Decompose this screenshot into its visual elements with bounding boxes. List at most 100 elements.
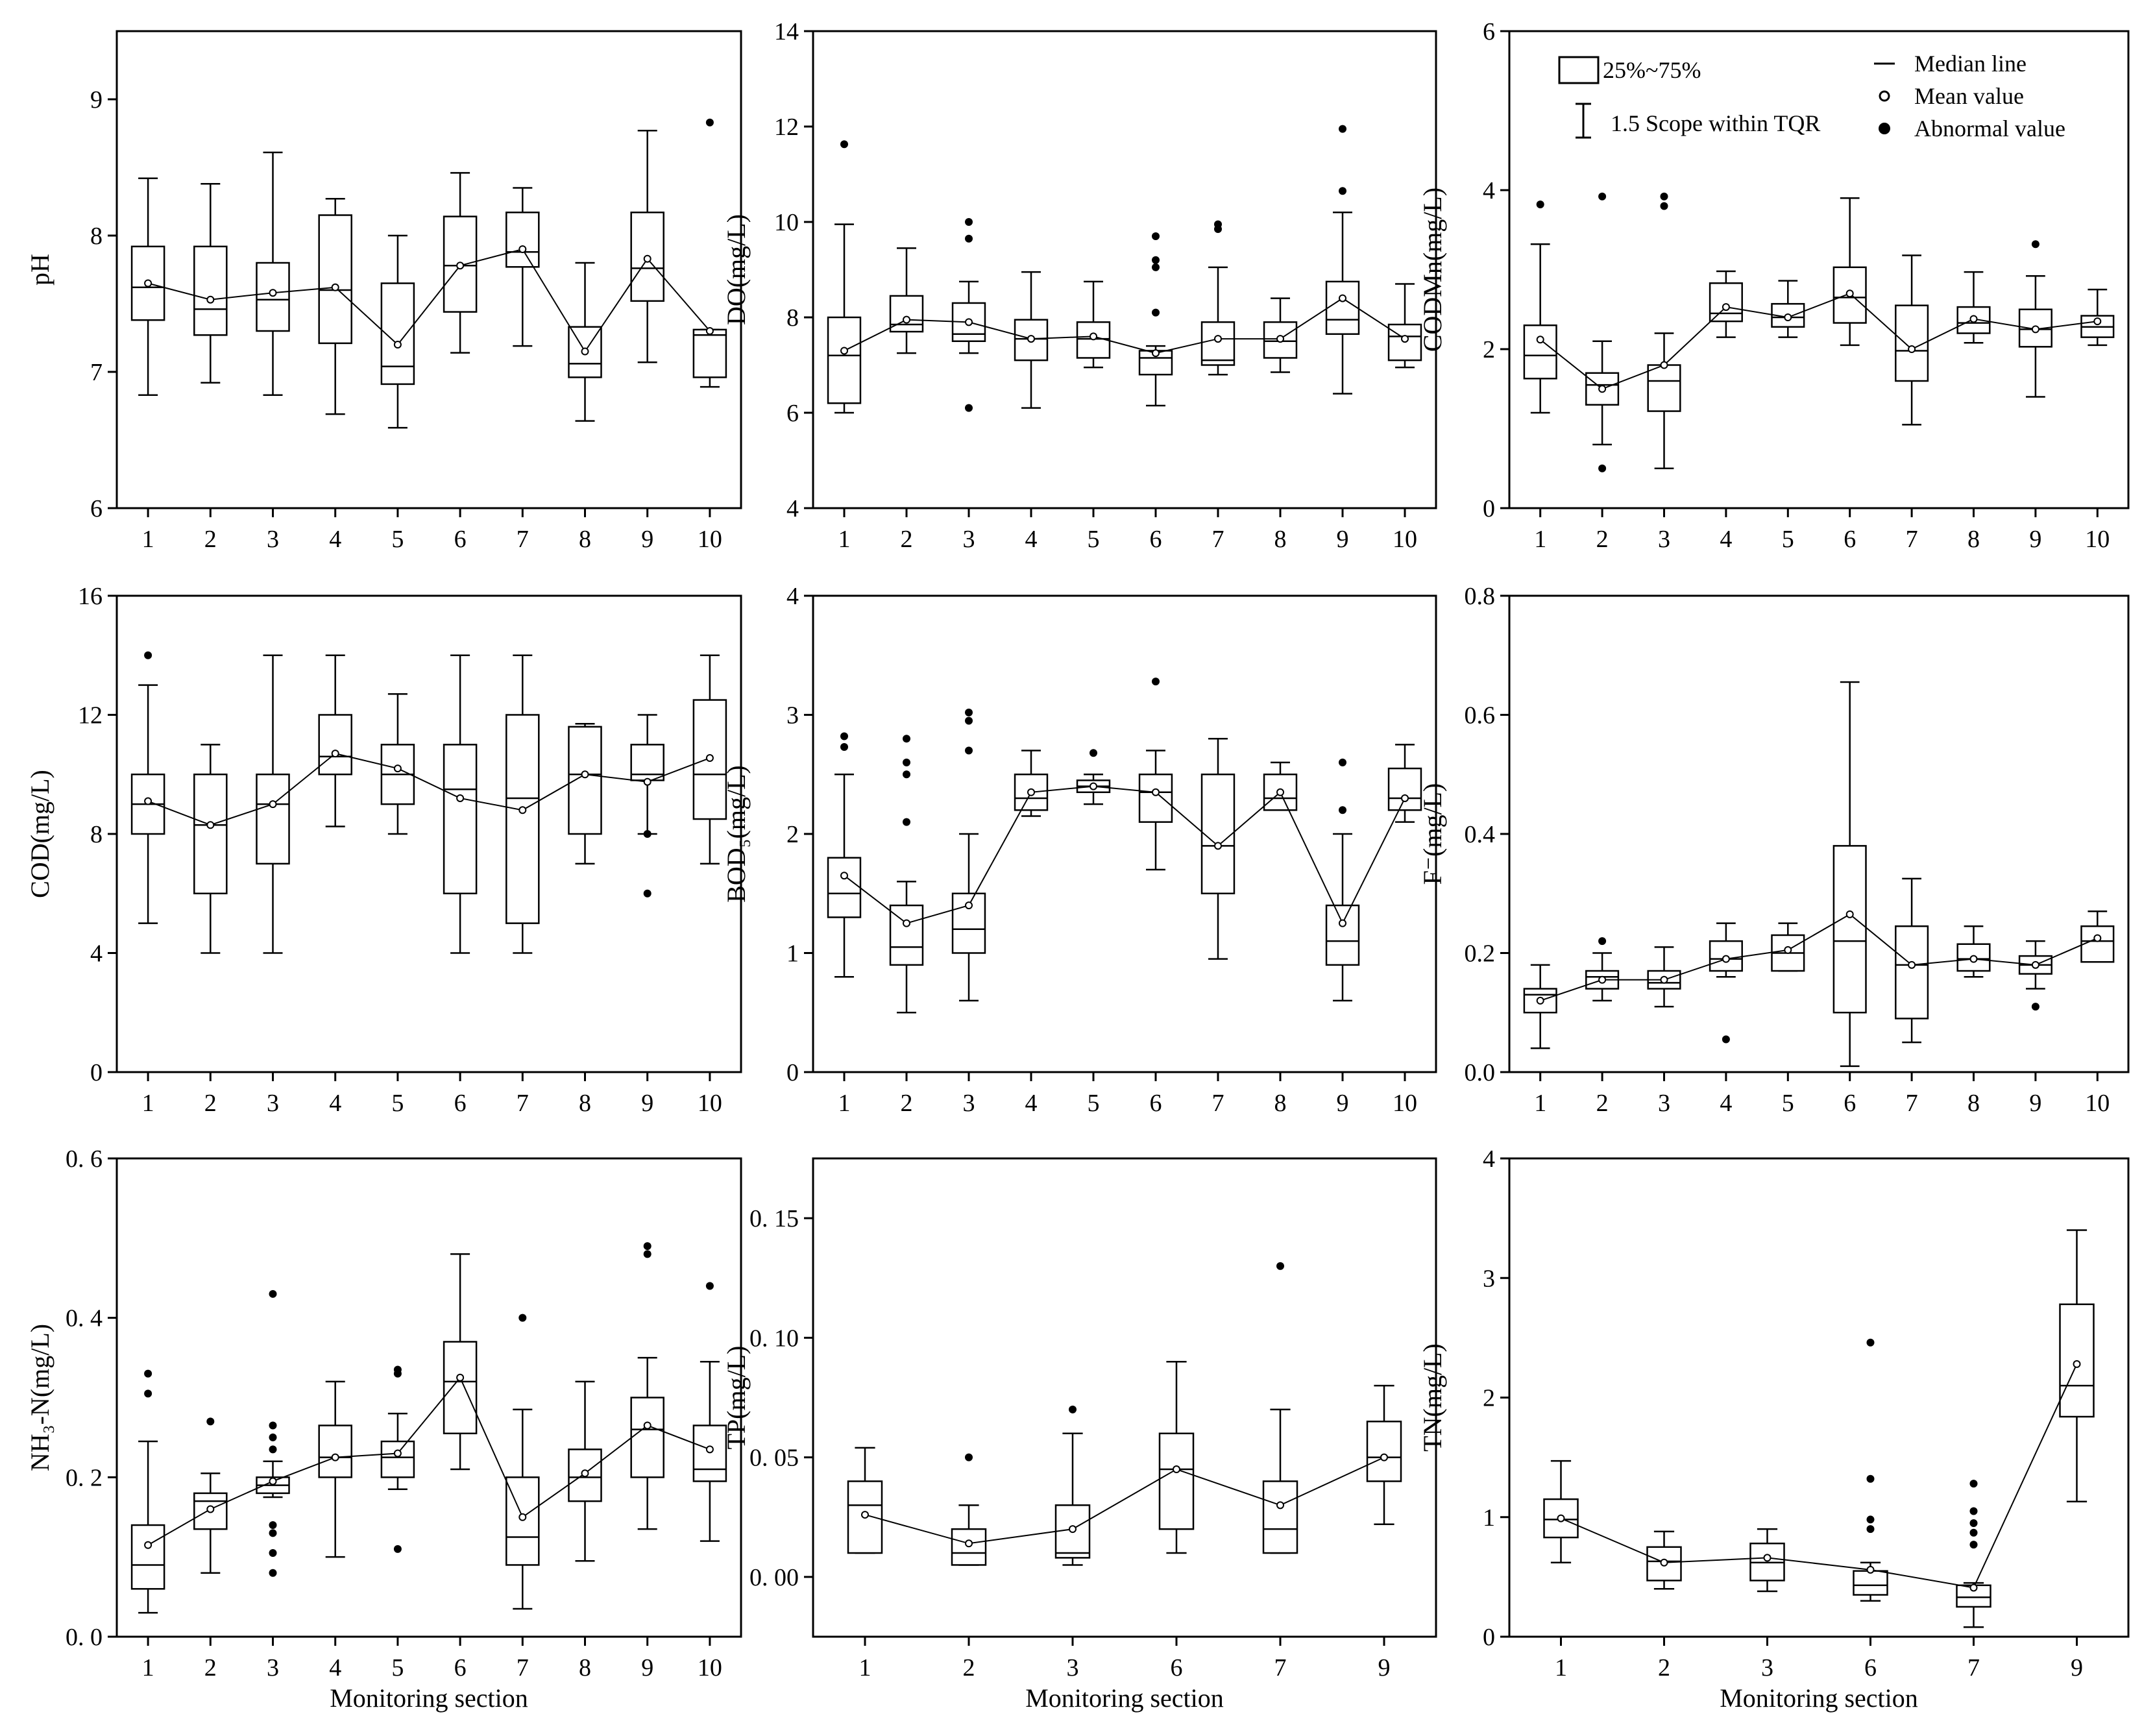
box-6 [443,654,478,954]
mean-point [1598,385,1607,393]
mean-point [2031,960,2039,969]
box-8 [1956,271,1991,344]
plot-frame [1508,30,2130,509]
y-tick-label: 4 [90,940,103,968]
x-tick-label: 1 [142,526,154,553]
x-tick-label: 2 [204,1090,217,1117]
y-axis-label: COD(mg/L) [25,770,55,898]
x-tick-label: 9 [2029,526,2041,553]
box-6 [1158,1360,1195,1554]
box-9 [2018,940,2052,1011]
box-6 [1138,678,1173,871]
mean-point [1401,794,1409,802]
x-tick-label: 7 [1274,1654,1287,1681]
mean-point [581,1469,589,1478]
x-tick-label: 4 [329,526,341,553]
box-9 [2018,240,2052,398]
iqr-box [1200,774,1236,894]
iqr-box [505,714,540,924]
x-tick-label: 7 [1906,1090,1918,1117]
box-3 [951,218,986,412]
x-tick-label: 5 [1088,1090,1100,1117]
outlier-point [393,1365,402,1374]
box-7 [1956,1480,1991,1628]
x-tick-label: 10 [698,1090,722,1117]
box-1 [1523,201,1557,414]
mean-point [144,797,152,805]
box-9 [630,1242,664,1530]
outlier-point [269,1521,277,1530]
box-6 [443,1253,478,1471]
box-6 [1138,232,1173,407]
y-tick-label: 0. 0 [66,1624,103,1651]
mean-point [581,770,589,779]
y-tick-label: 0.4 [1465,821,1496,848]
outlier-point [643,889,651,898]
y-tick-label: 0 [1483,1624,1495,1651]
x-tick-label: 3 [1658,1090,1670,1117]
box-3 [1749,1528,1785,1593]
box-2 [889,735,924,1014]
y-tick-label: 0.6 [1465,702,1496,729]
box-9 [630,714,664,898]
box-2 [889,247,924,354]
mean-point [1969,1583,1978,1592]
iqr-box [630,1397,664,1478]
outlier-point [1660,202,1668,210]
mean-point [1660,361,1668,369]
mean-point [456,1373,465,1382]
mean-point [1027,788,1035,796]
panel-6: 0.0 0.2 0.4 0.6 0.8 1 2 3 4 5 6 7 8 9 10 F⁻(mg/L) [1418,583,2130,1117]
y-tick-label: 0. 4 [66,1305,103,1332]
y-tick-label: 0.8 [1465,583,1496,610]
x-tick-label: 4 [1720,526,1732,553]
mean-point [1214,335,1222,343]
legend-outlier-label: Abnormal value [1914,116,2065,141]
x-tick-label: 7 [1212,1090,1224,1117]
mean-line [844,785,1406,925]
x-tick-label: 8 [1274,1090,1287,1117]
iqr-box [1366,1421,1402,1482]
mean-point [1214,842,1222,850]
mean-point [2073,1360,2081,1368]
x-tick-label: 2 [963,1654,975,1681]
mean-point [965,318,973,326]
x-tick-label: 7 [517,1654,529,1681]
outlier-point [903,735,910,743]
outlier-point [269,1421,277,1430]
box-1 [130,651,165,924]
iqr-box [380,282,415,385]
x-tick-label: 7 [1906,526,1918,553]
legend-box-label: 25%~75% [1603,57,1701,83]
outlier-point [643,830,651,838]
box-7 [1262,1262,1298,1554]
outlier-point [1969,1480,1978,1488]
x-tick-label: 1 [1534,526,1546,553]
y-tick-label: 6 [90,495,103,522]
mean-point [1276,788,1284,796]
outlier-point [1598,192,1607,201]
outlier-point [903,818,910,826]
y-tick-label: 14 [774,18,799,45]
y-tick-label: 0. 00 [749,1564,799,1591]
outlier-point [144,1369,152,1378]
box-5 [1771,280,1805,338]
outlier-point [643,1250,651,1258]
iqr-box [256,262,290,332]
mean-point [1722,955,1730,963]
outlier-point [1339,187,1346,195]
mean-line [844,297,1406,354]
panel-5: 0 1 2 3 4 1 2 3 4 5 6 7 8 9 10 BOD₅(mg/L) [722,583,1437,1117]
mean-point [1660,975,1668,984]
mean-point [705,1445,714,1454]
iqr-box [1158,1432,1195,1530]
x-tick-label: 2 [204,1654,217,1681]
box-4 [1709,270,1743,338]
y-tick-label: 4 [786,495,799,522]
iqr-box [318,214,352,345]
x-tick-label: 3 [267,1090,279,1117]
box-1 [847,1447,883,1554]
y-axis-label: CODMn(mg/L) [1418,188,1447,352]
panel-1: 6 7 8 9 1 2 3 4 5 6 7 8 9 10 pH [25,30,742,553]
box-8 [568,262,602,422]
